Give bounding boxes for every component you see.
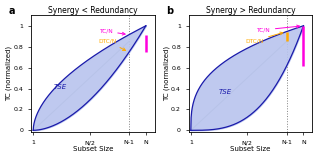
Text: DTC/N: DTC/N <box>99 38 126 51</box>
Text: DTC/N: DTC/N <box>245 32 283 43</box>
Text: b: b <box>166 6 173 16</box>
Text: TC/N: TC/N <box>99 28 125 35</box>
Text: a: a <box>9 6 15 16</box>
Text: TSE: TSE <box>219 89 232 95</box>
Text: TC/N: TC/N <box>256 25 300 32</box>
Y-axis label: TC (normalized): TC (normalized) <box>163 46 170 101</box>
X-axis label: Subset Size: Subset Size <box>73 146 113 152</box>
Y-axis label: TC (normalized): TC (normalized) <box>5 46 12 101</box>
Text: TSE: TSE <box>53 84 66 90</box>
Title: Synergy < Redundancy: Synergy < Redundancy <box>48 6 138 15</box>
Title: Synergy > Redundancy: Synergy > Redundancy <box>206 6 295 15</box>
X-axis label: Subset Size: Subset Size <box>230 146 271 152</box>
